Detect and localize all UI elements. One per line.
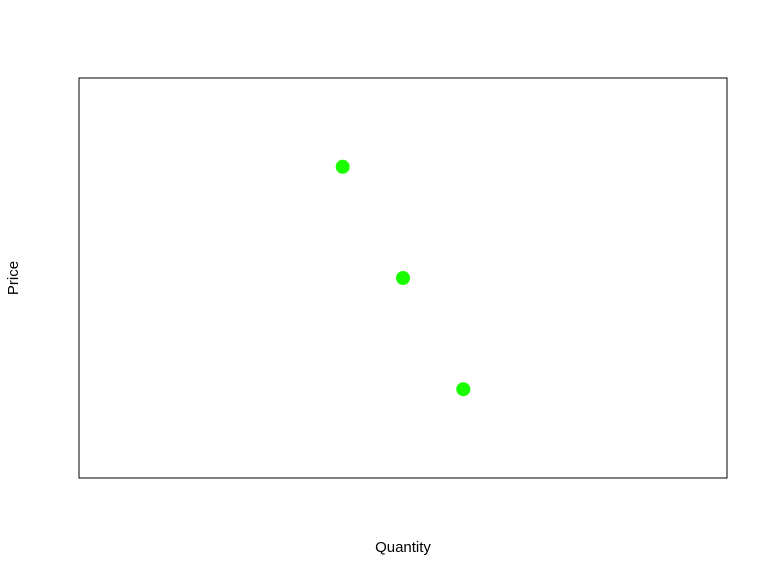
y-axis-label: Price	[5, 261, 22, 295]
data-point-2	[396, 271, 410, 285]
points-layer	[335, 159, 471, 397]
plot-frame	[78, 77, 728, 479]
data-point-3	[456, 382, 471, 397]
x-axis-label: Quantity	[375, 539, 431, 556]
data-point-1	[335, 159, 350, 174]
